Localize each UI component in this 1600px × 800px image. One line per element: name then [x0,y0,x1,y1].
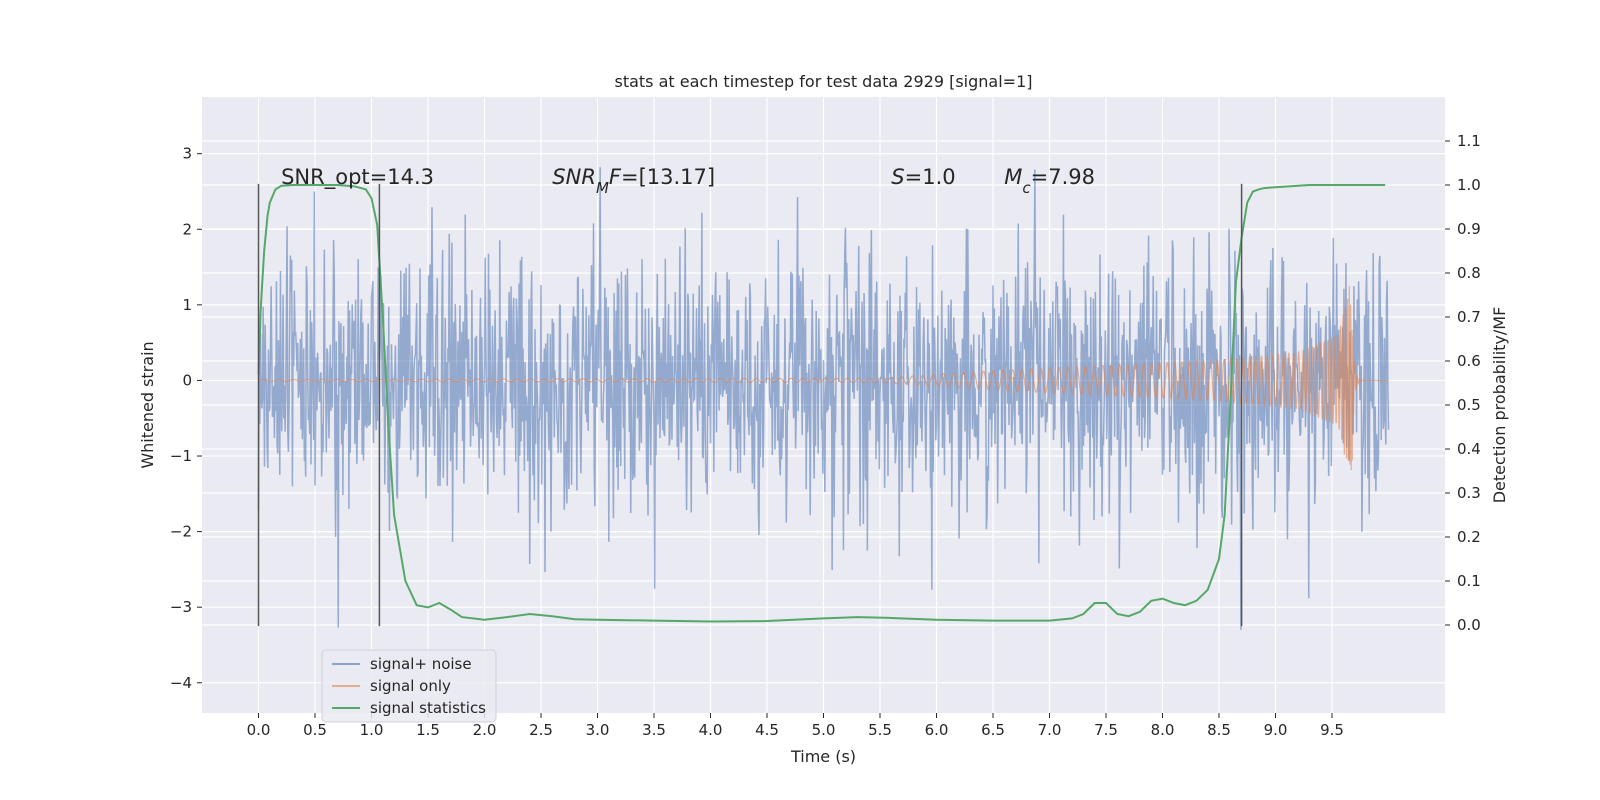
x-tick-label: 3.0 [586,721,610,739]
right-y-tick-label: 0.7 [1457,308,1481,326]
left-y-axis-label: Whitened strain [138,341,157,468]
legend-label: signal only [370,677,451,695]
x-tick-label: 2.5 [529,721,553,739]
right-y-tick-label: 0.0 [1457,616,1481,634]
x-tick-label: 6.0 [925,721,949,739]
series-signal-statistics-line [257,184,1386,623]
left-y-tick-label: −3 [170,598,192,616]
left-y-tick-label: 1 [182,296,192,314]
x-tick-label: 4.5 [755,721,779,739]
annotation-part: SNR [552,165,596,189]
annotation-text: S=1.0 [891,165,955,189]
x-tick-label: 7.5 [1094,721,1118,739]
left-y-tick-label: 3 [182,145,192,163]
x-axis-label: Time (s) [790,747,856,766]
annotation-part: F [609,165,622,189]
x-tick-label: 9.0 [1264,721,1288,739]
annotation-subscript: M [596,179,609,197]
annotation-text: Mc=7.98 [1004,165,1095,197]
right-y-tick-label: 0.5 [1457,396,1481,414]
left-y-tick-label: 2 [182,220,192,238]
x-tick-label: 4.0 [699,721,723,739]
annotation-text: SNRMF=[13.17] [552,165,715,197]
right-y-tick-label: 1.1 [1457,132,1481,150]
right-y-tick-label: 0.6 [1457,352,1481,370]
annotations: SNR_opt=14.3 SNRMF=[13.17] S=1.0 Mc=7.98 [281,165,1095,197]
right-y-tick-label: 0.9 [1457,220,1481,238]
x-tick-label: 7.0 [1038,721,1062,739]
x-tick-label: 6.5 [981,721,1005,739]
x-tick-label: 1.5 [416,721,440,739]
x-tick-label: 2.0 [473,721,497,739]
left-y-tick-label: 0 [182,371,192,389]
legend-label: signal statistics [370,699,486,717]
left-y-tick-label: −2 [170,523,192,541]
x-tick-label: 9.5 [1320,721,1344,739]
right-y-tick-label: 0.4 [1457,440,1481,458]
x-tick-label: 5.0 [812,721,836,739]
x-tick-label: 8.5 [1207,721,1231,739]
x-tick-label: 5.5 [868,721,892,739]
right-y-tick-label: 0.1 [1457,572,1481,590]
legend-box [321,649,497,723]
right-y-tick-label: 0.3 [1457,484,1481,502]
annotation-part: M [1004,165,1022,189]
right-y-tick-label: 1.0 [1457,176,1481,194]
left-y-tick-label: −1 [170,447,192,465]
annotation-part: S [891,165,904,189]
right-y-tick-label: 0.2 [1457,528,1481,546]
x-tick-label: 1.0 [360,721,384,739]
legend-item-signal-statistics: signal statistics [332,699,486,717]
annotation-subscript: c [1022,179,1031,197]
axis-ticks: 0.0 0.5 1.0 1.5 2.0 2.5 3.0 3.5 4.0 4.5 5.0 5.5 6.0 6… [170,132,1481,739]
x-tick-label: 8.0 [1151,721,1175,739]
annotation-part: =7.98 [1031,165,1095,189]
annotation-text: SNR_opt=14.3 [281,165,434,190]
legend-label: signal+ noise [370,655,472,673]
x-tick-label: 0.0 [247,721,271,739]
plot-data [257,167,1390,630]
right-y-tick-label: 0.8 [1457,264,1481,282]
right-y-axis-label: Detection probability/MF [1490,307,1509,504]
chart-title: stats at each timestep for test data 292… [614,72,1032,91]
x-tick-label: 0.5 [303,721,327,739]
left-y-tick-label: −4 [170,674,192,692]
series-signal-plus-noise-line [257,167,1390,630]
annotation-part: SNR_opt=14.3 [281,165,434,190]
legend-item-signal-only: signal only [332,677,451,695]
legend-item-signal-plus-noise: signal+ noise [332,655,472,673]
series-signal-only-line [258,285,1389,471]
annotation-part: =[13.17] [621,165,715,189]
x-tick-label: 3.5 [642,721,666,739]
annotation-part: =1.0 [905,165,956,189]
legend: signal+ noise signal only signal statistic… [321,649,497,723]
